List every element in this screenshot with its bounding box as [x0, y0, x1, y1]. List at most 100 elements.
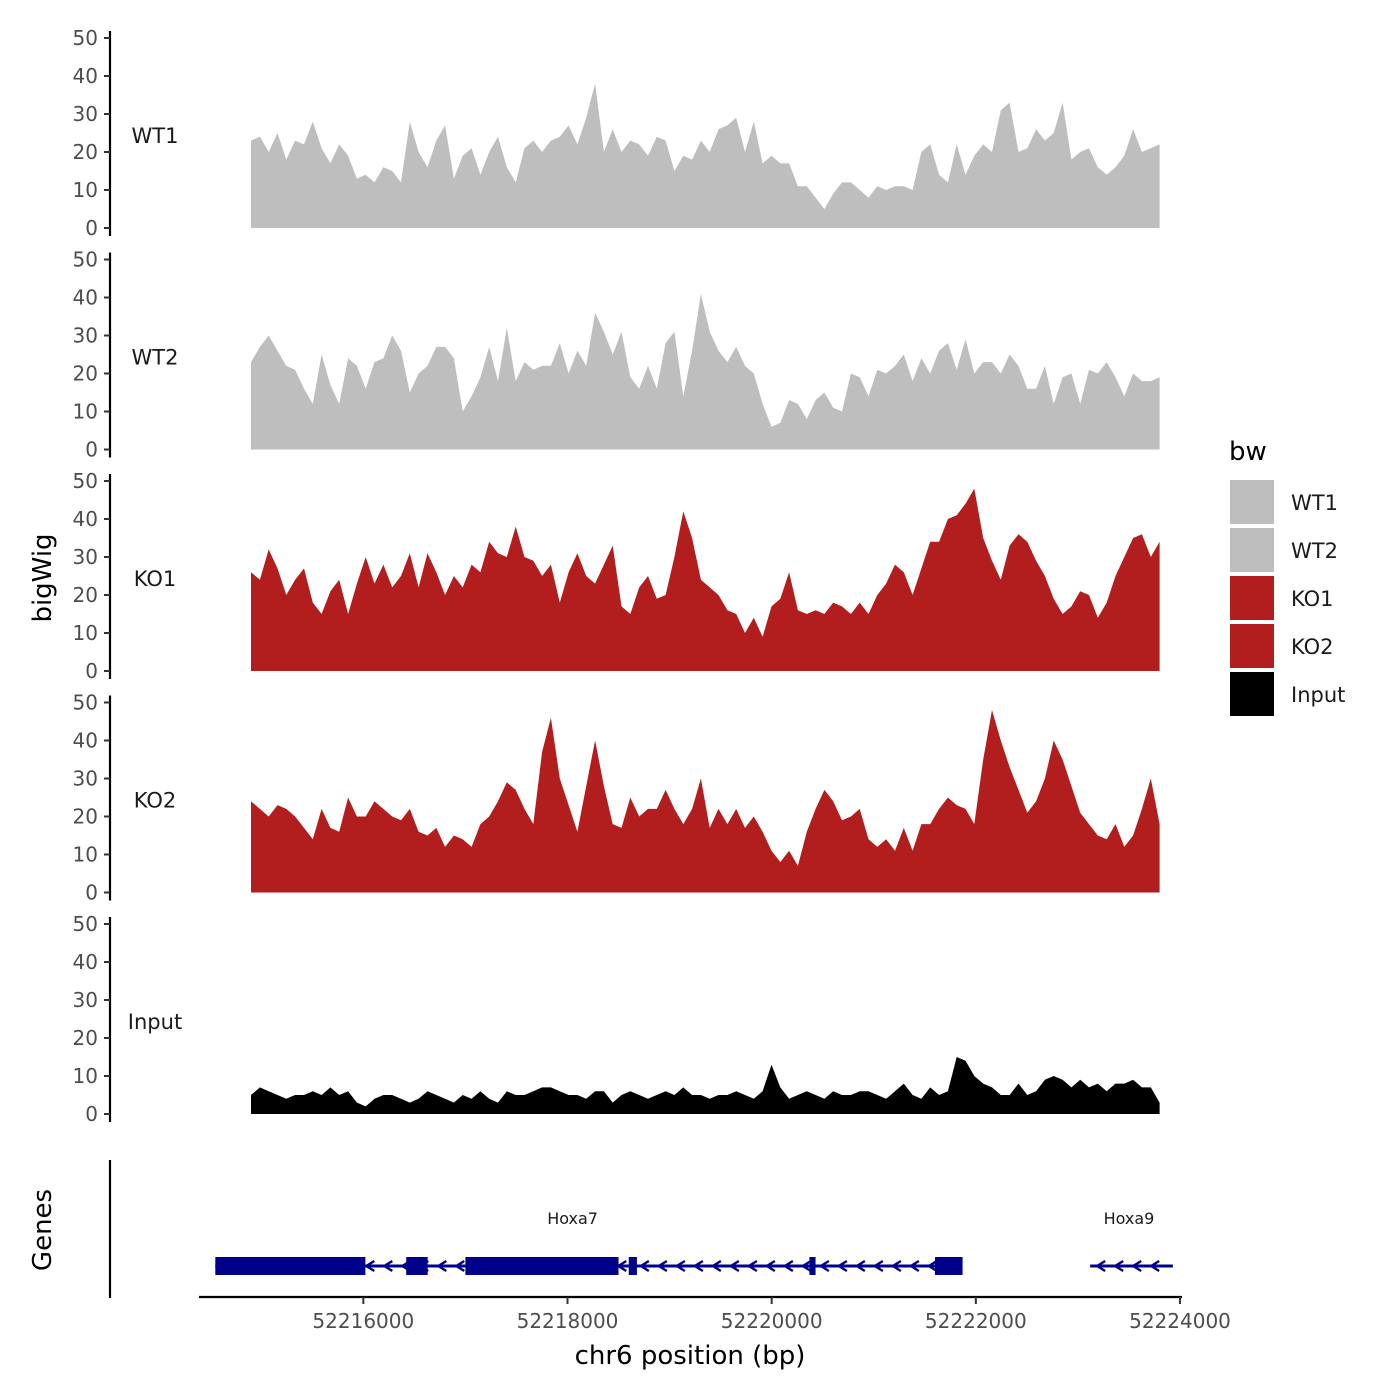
legend-swatch: [1230, 624, 1274, 668]
legend-title: bw: [1229, 437, 1267, 467]
strand-arrow: [638, 1259, 650, 1273]
track-label-ko1: KO1: [134, 567, 177, 591]
strand-arrow: [800, 1259, 812, 1273]
legend-label: KO2: [1291, 635, 1334, 659]
y-tick-label: 0: [85, 1102, 98, 1126]
track-wt2: 0 10 20 30 40 50 WT2: [73, 248, 1160, 462]
y-tick-label: 50: [73, 469, 98, 493]
y-tick-label: 50: [73, 26, 98, 50]
gene-exon: [935, 1257, 963, 1275]
y-tick-label: 0: [85, 659, 98, 683]
signal-area-wt2: [251, 293, 1160, 450]
y-tick-label: 40: [73, 286, 98, 310]
strand-arrow: [436, 1259, 447, 1273]
y-tick-label: 50: [73, 912, 98, 936]
x-tick-label: 52216000: [312, 1309, 414, 1333]
strand-arrow: [890, 1259, 902, 1273]
y-tick-label: 40: [73, 507, 98, 531]
y-tick-label: 10: [73, 621, 98, 645]
legend-label: WT1: [1291, 491, 1338, 515]
strand-arrow: [656, 1259, 668, 1273]
gene-hoxa7_readthrough: [633, 1257, 963, 1275]
y-tick-label: 0: [85, 438, 98, 462]
y-tick-label: 10: [73, 843, 98, 867]
legend-entry-input: Input: [1230, 672, 1345, 716]
strand-arrow: [674, 1259, 686, 1273]
legend-swatch: [1230, 480, 1274, 524]
y-tick-label: 20: [73, 140, 98, 164]
track-wt1: 0 10 20 30 40 50 WT1: [73, 26, 1160, 240]
legend-entry-ko2: KO2: [1230, 624, 1334, 668]
strand-arrow: [746, 1259, 758, 1273]
gene-label-hoxa9: Hoxa9: [1104, 1209, 1155, 1228]
y-tick-label: 40: [73, 729, 98, 753]
strand-arrow: [382, 1259, 393, 1273]
x-tick-label: 52224000: [1129, 1309, 1231, 1333]
y-tick-label: 20: [73, 805, 98, 829]
y-tick-label: 30: [73, 767, 98, 791]
track-input: 0 10 20 30 40 50 Input: [73, 912, 1160, 1126]
y-tick-label: 20: [73, 583, 98, 607]
signal-area-ko2: [251, 710, 1160, 893]
y-tick-label: 30: [73, 545, 98, 569]
gene-exon: [465, 1257, 619, 1275]
strand-arrow: [1130, 1259, 1142, 1273]
legend-entry-wt2: WT2: [1230, 528, 1338, 572]
track-label-wt2: WT2: [132, 346, 179, 370]
strand-arrow: [1112, 1259, 1124, 1273]
y-tick-label: 40: [73, 950, 98, 974]
x-axis-title: chr6 position (bp): [575, 1341, 806, 1371]
genes-axis-title: Genes: [28, 1189, 58, 1271]
x-axis: 52216000 52218000 52220000 52222000 52224000: [199, 1295, 1231, 1333]
strand-arrow: [926, 1259, 938, 1273]
legend-entry-ko1: KO1: [1230, 576, 1334, 620]
legend-swatch: [1230, 528, 1274, 572]
genes-panel: Hoxa7 Hoxa9: [108, 1160, 1173, 1298]
legend-label: WT2: [1291, 539, 1338, 563]
track-ko1: 0 10 20 30 40 50 KO1: [73, 469, 1160, 683]
y-tick-label: 20: [73, 1026, 98, 1050]
signal-tracks: 0 10 20 30 40 50 WT1 0 10 20 30 40 50 WT2 0 10 20 30 40 50 K…: [73, 26, 1160, 1126]
strand-arrow: [710, 1259, 722, 1273]
y-tick-label: 10: [73, 400, 98, 424]
strand-arrow: [454, 1259, 465, 1273]
x-tick-label: 52218000: [517, 1309, 619, 1333]
strand-arrow: [854, 1259, 866, 1273]
x-tick-label: 52222000: [925, 1309, 1027, 1333]
strand-arrow: [764, 1259, 776, 1273]
strand-arrow: [818, 1259, 830, 1273]
signal-area-wt1: [251, 83, 1160, 228]
x-tick-label: 52220000: [721, 1309, 823, 1333]
strand-arrow: [1148, 1259, 1160, 1273]
y-tick-label: 0: [85, 216, 98, 240]
strand-arrow: [782, 1259, 794, 1273]
gene-exon: [809, 1257, 816, 1275]
signal-area-ko1: [251, 488, 1160, 671]
gene-label-hoxa7: Hoxa7: [547, 1209, 598, 1228]
y-tick-label: 50: [73, 248, 98, 272]
strand-arrow: [692, 1259, 704, 1273]
track-label-wt1: WT1: [132, 124, 179, 148]
y-tick-label: 10: [73, 1064, 98, 1088]
track-ko2: 0 10 20 30 40 50 KO2: [73, 691, 1160, 905]
track-label-ko2: KO2: [134, 789, 177, 813]
strand-arrow: [836, 1259, 848, 1273]
y-tick-label: 30: [73, 988, 98, 1012]
y-tick-label: 40: [73, 64, 98, 88]
track-label-input: Input: [128, 1010, 182, 1034]
y-tick-label: 10: [73, 178, 98, 202]
strand-arrow: [728, 1259, 740, 1273]
gene-hoxa7: [215, 1257, 637, 1275]
strand-arrow: [364, 1259, 375, 1273]
gene-exon: [215, 1257, 366, 1275]
signal-area-input: [251, 1057, 1160, 1114]
legend-label: KO1: [1291, 587, 1334, 611]
gene-hoxa9: [1090, 1259, 1173, 1273]
legend: bw WT1 WT2 KO1 KO2 Input: [1229, 437, 1345, 716]
strand-arrow: [872, 1259, 884, 1273]
y-axis-title: bigWig: [28, 533, 58, 622]
y-tick-label: 30: [73, 102, 98, 126]
legend-entry-wt1: WT1: [1230, 480, 1338, 524]
strand-arrow: [1094, 1259, 1106, 1273]
